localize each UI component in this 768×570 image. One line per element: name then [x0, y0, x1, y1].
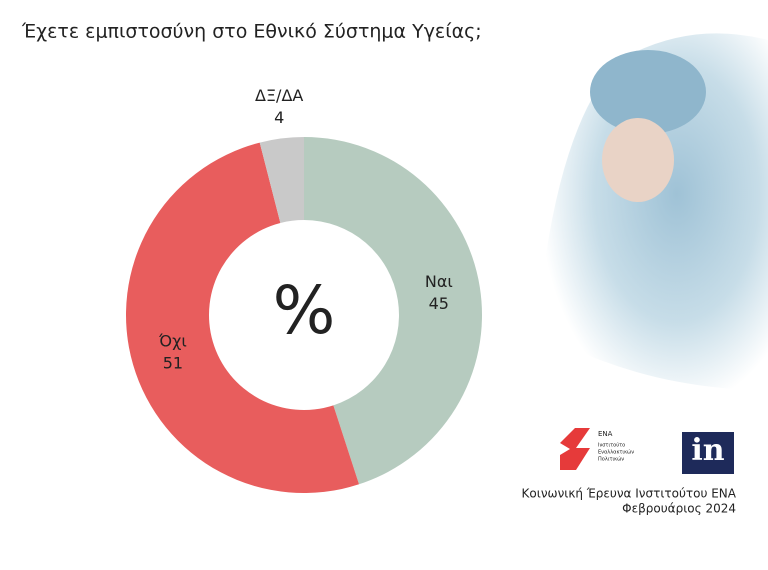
donut: [125, 137, 482, 494]
photo-face: [602, 118, 674, 202]
source: Κοινωνική Έρευνα Ινστιτούτου ΕΝΑ: [522, 487, 737, 501]
slice-value: 4: [274, 108, 284, 127]
logo-subtitle: Πολιτικών: [598, 456, 624, 463]
logo-subtitle: Ινστιτούτο: [598, 442, 625, 449]
chart-title: Έχετε εμπιστοσύνη στο Εθνικό Σύστημα Υγε…: [21, 21, 482, 43]
logo-subtitle: Εναλλακτικών: [598, 449, 634, 456]
slice-label: Όχι: [158, 332, 187, 351]
photo-cap: [590, 50, 706, 134]
logo-in-box: [682, 432, 734, 474]
donut-slice: [125, 142, 360, 494]
slice-label: Ναι: [425, 272, 453, 291]
slice-value: 45: [429, 294, 449, 313]
logo-mark: [560, 428, 590, 470]
donut-slice: [304, 137, 482, 485]
center-label: %: [273, 272, 336, 349]
logo-in: in: [691, 433, 724, 468]
slice-label: ΔΞ/ΔΑ: [255, 86, 303, 105]
logo-name: ΕΝΑ: [598, 430, 613, 438]
donut-slice: [259, 137, 304, 223]
photo: [540, 33, 768, 390]
date: Φεβρουάριος 2024: [622, 502, 736, 516]
slice-value: 51: [163, 354, 183, 373]
